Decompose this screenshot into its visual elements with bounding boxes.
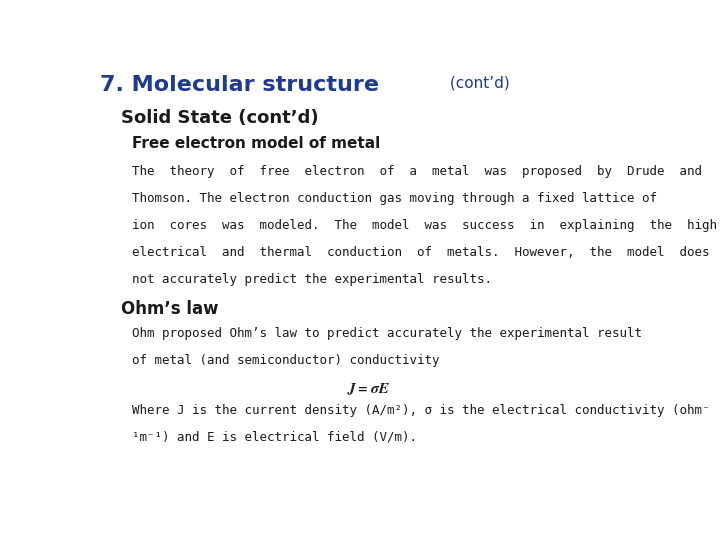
Text: (cont’d): (cont’d) — [445, 75, 510, 90]
Text: not accurately predict the experimental results.: not accurately predict the experimental … — [132, 273, 492, 286]
Text: 7. Molecular structure: 7. Molecular structure — [100, 75, 379, 95]
Text: of metal (and semiconductor) conductivity: of metal (and semiconductor) conductivit… — [132, 354, 439, 367]
Text: Where J is the current density (A/m²), σ is the electrical conductivity (ohm⁻: Where J is the current density (A/m²), σ… — [132, 404, 709, 417]
Text: Ohm’s law: Ohm’s law — [121, 300, 218, 318]
Text: Thomson. The electron conduction gas moving through a fixed lattice of: Thomson. The electron conduction gas mov… — [132, 192, 657, 205]
Text: Ohm proposed Ohm’s law to predict accurately the experimental result: Ohm proposed Ohm’s law to predict accura… — [132, 327, 642, 340]
Text: ion  cores  was  modeled.  The  model  was  success  in  explaining  the  high: ion cores was modeled. The model was suc… — [132, 219, 717, 232]
Text: J = σE: J = σE — [348, 382, 390, 395]
Text: electrical  and  thermal  conduction  of  metals.  However,  the  model  does: electrical and thermal conduction of met… — [132, 246, 709, 259]
Text: ¹m⁻¹) and E is electrical field (V/m).: ¹m⁻¹) and E is electrical field (V/m). — [132, 431, 417, 444]
Text: The  theory  of  free  electron  of  a  metal  was  proposed  by  Drude  and: The theory of free electron of a metal w… — [132, 165, 702, 178]
Text: Free electron model of metal: Free electron model of metal — [132, 136, 380, 151]
Text: Solid State (cont’d): Solid State (cont’d) — [121, 109, 318, 127]
